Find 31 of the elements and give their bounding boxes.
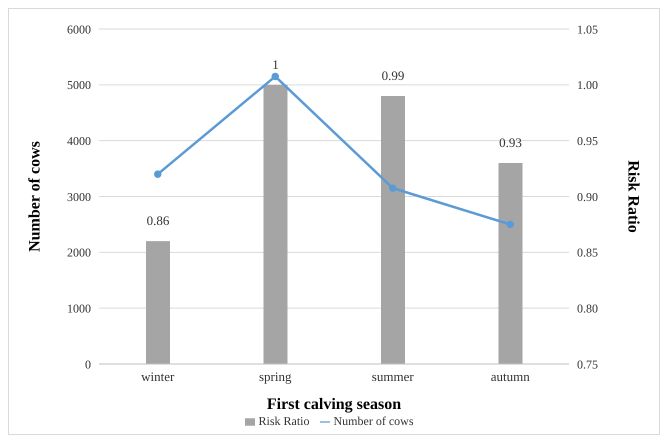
y-axis-title: Number of cows [26, 141, 44, 252]
data-label: 1 [272, 56, 279, 72]
y-tick-label: 2000 [67, 246, 91, 260]
y-tick-label: 5000 [67, 78, 91, 92]
y2-tick-label: 1.05 [577, 22, 598, 36]
y-tick-label: 0 [85, 357, 91, 372]
point [154, 170, 162, 178]
y2-tick-label: 0.95 [577, 134, 598, 148]
data-label: 0.93 [499, 135, 522, 150]
y2-tick-label: 0.90 [577, 190, 598, 204]
legend-label: Number of cows [334, 414, 414, 428]
y-tick-label: 4000 [67, 134, 91, 148]
y-tick-label: 3000 [67, 190, 91, 204]
y2-tick-label: 0.80 [577, 301, 598, 316]
data-label: 0.86 [146, 213, 170, 228]
y-tick-label: 6000 [67, 22, 91, 36]
x-tick-label: summer [372, 369, 414, 384]
legend-label: Risk Ratio [258, 414, 310, 428]
y2-axis-title: Risk Ratio [624, 160, 642, 233]
x-tick-label: autumn [490, 369, 530, 384]
x-tick-label: winter [141, 369, 176, 384]
y2-tick-label: 0.75 [577, 357, 598, 372]
y2-tick-label: 0.85 [577, 246, 598, 260]
x-tick-label: spring [259, 369, 292, 384]
data-label: 0.99 [382, 68, 404, 83]
point [272, 72, 279, 80]
point [389, 184, 396, 192]
y-tick-label: 1000 [67, 301, 91, 316]
y2-tick-label: 1.00 [577, 78, 598, 92]
point [506, 220, 514, 228]
x-axis-title: First calving season [266, 396, 402, 413]
